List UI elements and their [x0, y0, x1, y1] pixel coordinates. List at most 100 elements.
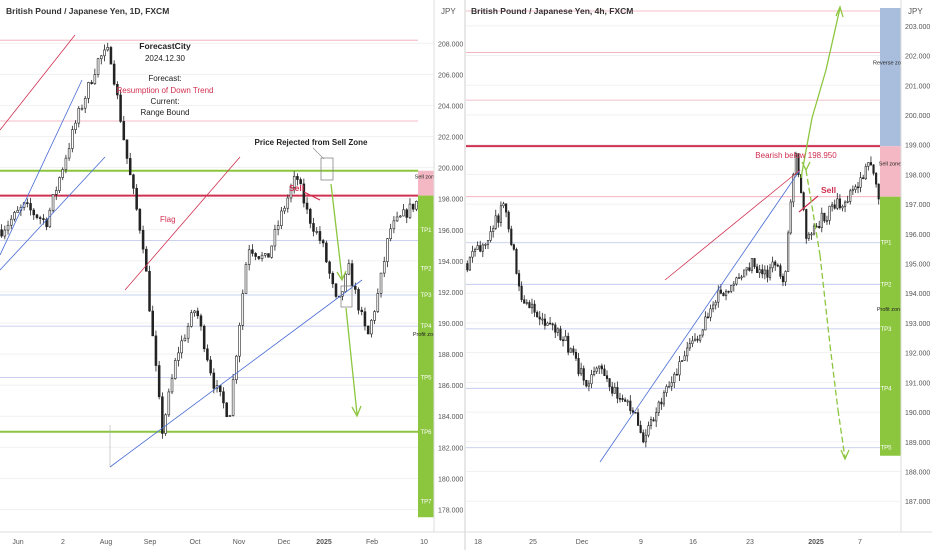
ytick-label: 208.000 [438, 41, 463, 48]
candle-body [727, 290, 730, 293]
candle-body [730, 285, 733, 292]
candle-body [763, 269, 766, 275]
candle-body [157, 365, 161, 398]
candle-body [639, 425, 642, 433]
xtick-label: 2025 [808, 539, 824, 546]
candle-body [598, 365, 601, 369]
candle-body [296, 176, 299, 180]
ytick-label: 186.000 [438, 383, 463, 390]
candle-body [732, 283, 735, 286]
sell-zone-label: Sell zone [879, 161, 902, 167]
candle-body [402, 209, 405, 217]
arrowhead-mid [801, 161, 811, 172]
candle-body [613, 387, 616, 394]
candle-body [228, 415, 232, 417]
right-candles [466, 151, 880, 448]
ytick-label: 178.000 [438, 507, 463, 514]
ytick-label: 189.000 [905, 440, 930, 447]
candle-body [71, 129, 74, 149]
candle-body [758, 269, 761, 274]
current-value: Range Bound [141, 108, 190, 117]
candle-body [636, 412, 640, 426]
candle-body [26, 202, 29, 204]
candle-body [652, 419, 655, 422]
candle-body [212, 372, 216, 389]
candle-body [784, 271, 787, 283]
xtick-label: Nov [233, 539, 246, 546]
ytick-label: 196.000 [905, 232, 930, 239]
profit-zone-label: Profit zone [877, 307, 903, 313]
candle-body [35, 214, 39, 218]
candle-body [286, 197, 290, 209]
candle-body [626, 400, 629, 403]
candle-body [494, 215, 497, 229]
candle-body [872, 164, 875, 174]
candle-body [386, 238, 389, 262]
ytick-label: 180.000 [438, 476, 463, 483]
left-yticks: 178.000 180.000 182.000 184.000 186.000 188.0… [438, 41, 463, 514]
tp-label: TP1 [420, 228, 432, 234]
candle-body [321, 240, 325, 244]
candle-body [590, 374, 593, 385]
rejected-pointer [312, 147, 325, 160]
candle-body [379, 272, 383, 294]
candle-body [492, 228, 495, 232]
candle-body [585, 379, 588, 387]
xtick-label: Sep [144, 539, 157, 546]
candle-body [222, 391, 225, 404]
candle-body [554, 324, 557, 333]
candle-body [408, 203, 412, 218]
chart-right-4h: British Pound / Japanese Yen, 4h, FXCM B… [466, 0, 932, 546]
candle-body [199, 315, 203, 327]
candle-body [283, 207, 286, 212]
ytick-label: 195.000 [905, 262, 930, 269]
candle-body [106, 47, 109, 51]
candle-body [724, 290, 728, 297]
candle-body [209, 359, 212, 374]
price-rejected-label: Price Rejected from Sell Zone [255, 138, 368, 147]
xtick-label: 7 [858, 539, 862, 546]
candle-body [561, 339, 565, 342]
candle-body [541, 318, 544, 321]
xtick-label: Dec [576, 539, 589, 546]
tp-label: TP7 [420, 500, 432, 506]
candle-body [77, 108, 81, 124]
candle-body [202, 325, 206, 350]
candle-body [789, 201, 792, 234]
forecast-value: Resumption of Down Trend [117, 86, 214, 95]
candle-body [128, 158, 132, 176]
candle-body [660, 401, 663, 405]
candle-body [647, 425, 650, 436]
candle-body [572, 348, 575, 353]
tp-label: TP1 [880, 241, 892, 247]
forecast-arrow [800, 117, 813, 179]
candle-body [116, 83, 119, 96]
candle-body [315, 231, 318, 233]
ytick-label: 199.000 [905, 143, 930, 150]
candle-body [766, 269, 769, 278]
candle-body [154, 335, 158, 366]
ytick-label: 190.000 [438, 321, 463, 328]
forecast-arrow-1 [330, 183, 343, 279]
candle-body [665, 386, 668, 394]
right-sell-label: Sell [821, 185, 836, 195]
candle-body [649, 419, 653, 426]
tp-label: TP4 [880, 386, 892, 392]
candle-body [528, 302, 531, 309]
xtick-label: Aug [100, 539, 113, 546]
candle-body [864, 166, 867, 180]
candle-body [670, 382, 673, 387]
candle-body [186, 326, 190, 339]
candle-body [100, 55, 103, 60]
sell-zone-block [880, 146, 901, 197]
ytick-label: 204.000 [438, 103, 463, 110]
candle-body [497, 215, 500, 223]
left-price-axis [434, 0, 464, 532]
candle-body [370, 320, 373, 335]
candle-body [334, 283, 338, 297]
candle-body [867, 162, 870, 167]
candle-body [241, 293, 245, 326]
candle-body [600, 365, 603, 370]
candle-body [546, 322, 549, 326]
candle-body [807, 233, 810, 239]
